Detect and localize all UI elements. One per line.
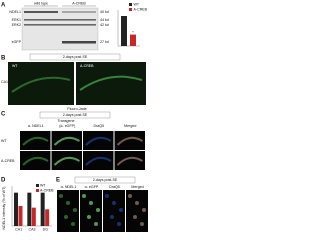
cell <box>82 194 86 198</box>
bar <box>27 192 32 226</box>
cell <box>110 215 114 219</box>
bar <box>18 206 23 226</box>
micrograph-signal <box>53 156 81 166</box>
size-label: 44 kd <box>100 18 109 22</box>
column-header: Merged <box>131 185 143 189</box>
cell <box>112 201 116 205</box>
figure: A wild type A-CREB NDEL1 ERK1 ERK2 eGFP … <box>1 1 148 232</box>
cell <box>64 215 68 219</box>
cell <box>94 222 98 226</box>
cell <box>133 215 137 219</box>
cell <box>96 208 100 212</box>
micrograph-signal <box>116 136 144 146</box>
micrograph <box>76 62 146 105</box>
row-label: NDEL1 <box>9 10 21 14</box>
row-label: ERK1 <box>12 18 21 22</box>
micrograph <box>83 131 114 150</box>
micrograph-signal <box>22 156 49 166</box>
size-label: 27 kd <box>100 40 109 44</box>
micrograph <box>51 131 82 150</box>
bar <box>45 209 50 226</box>
micrograph <box>103 190 125 232</box>
cell <box>117 222 121 226</box>
micrograph-signal <box>22 136 49 146</box>
micrograph <box>80 190 102 232</box>
image-label: WT <box>12 64 18 68</box>
cell <box>128 194 132 198</box>
panel-label: E <box>56 178 60 184</box>
legend-swatch <box>129 3 132 6</box>
bar <box>121 16 127 46</box>
x-tick-label: DG <box>43 227 49 231</box>
cell <box>119 208 123 212</box>
cell <box>71 222 75 226</box>
micrograph <box>20 131 51 150</box>
legend-label: WT <box>40 184 46 188</box>
column-header: α- NDEL1 <box>28 124 44 128</box>
micrograph-signal <box>85 156 112 166</box>
legend-label: A-CREB <box>134 8 148 12</box>
legend-swatch <box>36 189 39 192</box>
panel-label: C <box>1 112 6 118</box>
panel-label: B <box>1 56 6 62</box>
bar <box>14 192 18 226</box>
panel-title: 2-days post-SE <box>63 55 88 59</box>
bar <box>40 192 45 226</box>
micrograph <box>114 151 145 170</box>
column-header: α- NDEL1 <box>61 185 77 189</box>
cell <box>73 208 77 212</box>
cell <box>66 201 70 205</box>
blot <box>21 7 99 51</box>
y-axis-label: NDEL1 intensity (% of WT) <box>2 187 6 230</box>
transgene-label: Transgene <box>57 119 74 123</box>
column-header: α- eGFP <box>85 185 99 189</box>
column-header: (α- eGFP) <box>59 124 75 128</box>
cell <box>105 194 109 198</box>
row-label: ERK2 <box>12 23 21 27</box>
micrograph <box>51 151 82 170</box>
region-label: CA1 <box>1 80 8 84</box>
bar <box>31 207 36 226</box>
cell <box>89 201 93 205</box>
blot-bands <box>24 11 96 44</box>
panel-label: A <box>1 3 6 9</box>
micrograph-signal <box>53 136 81 146</box>
cell <box>59 194 63 198</box>
panel-title: 2-days post-SE <box>93 178 118 182</box>
micrograph <box>83 151 114 170</box>
micrograph <box>20 151 51 170</box>
cell <box>140 222 144 226</box>
cell <box>87 215 91 219</box>
legend-swatch <box>129 8 132 11</box>
panel-title: 2-days post-SE <box>63 113 88 117</box>
legend-label: A-CREB <box>40 189 54 193</box>
column-header: DraQ5 <box>109 185 120 189</box>
x-tick-label: CA1 <box>15 227 22 231</box>
annotation: * <box>132 31 134 35</box>
column-header: A-CREB <box>72 1 86 5</box>
panel-label: D <box>1 178 6 184</box>
micrograph-signal <box>85 136 112 146</box>
cell <box>135 201 139 205</box>
micrograph <box>8 62 74 105</box>
column-header: DraQ5 <box>93 124 104 128</box>
micrograph <box>126 190 148 232</box>
row-label: A-CREB <box>1 159 15 163</box>
column-header: Merged <box>124 124 136 128</box>
stain-label: Fluoro-Jade <box>67 107 86 111</box>
bar <box>130 34 136 46</box>
cell <box>142 208 146 212</box>
x-tick-label: CA3 <box>29 227 36 231</box>
image-label: A-CREB <box>80 64 94 68</box>
row-label: WT <box>1 139 7 143</box>
micrograph <box>114 131 145 150</box>
legend-label: WT <box>134 3 140 7</box>
legend-swatch <box>36 184 39 187</box>
size-label: 40 kd <box>100 10 109 14</box>
size-label: 42 kd <box>100 23 109 27</box>
row-label: eGFP <box>12 40 22 44</box>
micrograph <box>57 190 79 232</box>
column-header: wild type <box>34 1 48 5</box>
micrograph-signal <box>116 156 144 166</box>
